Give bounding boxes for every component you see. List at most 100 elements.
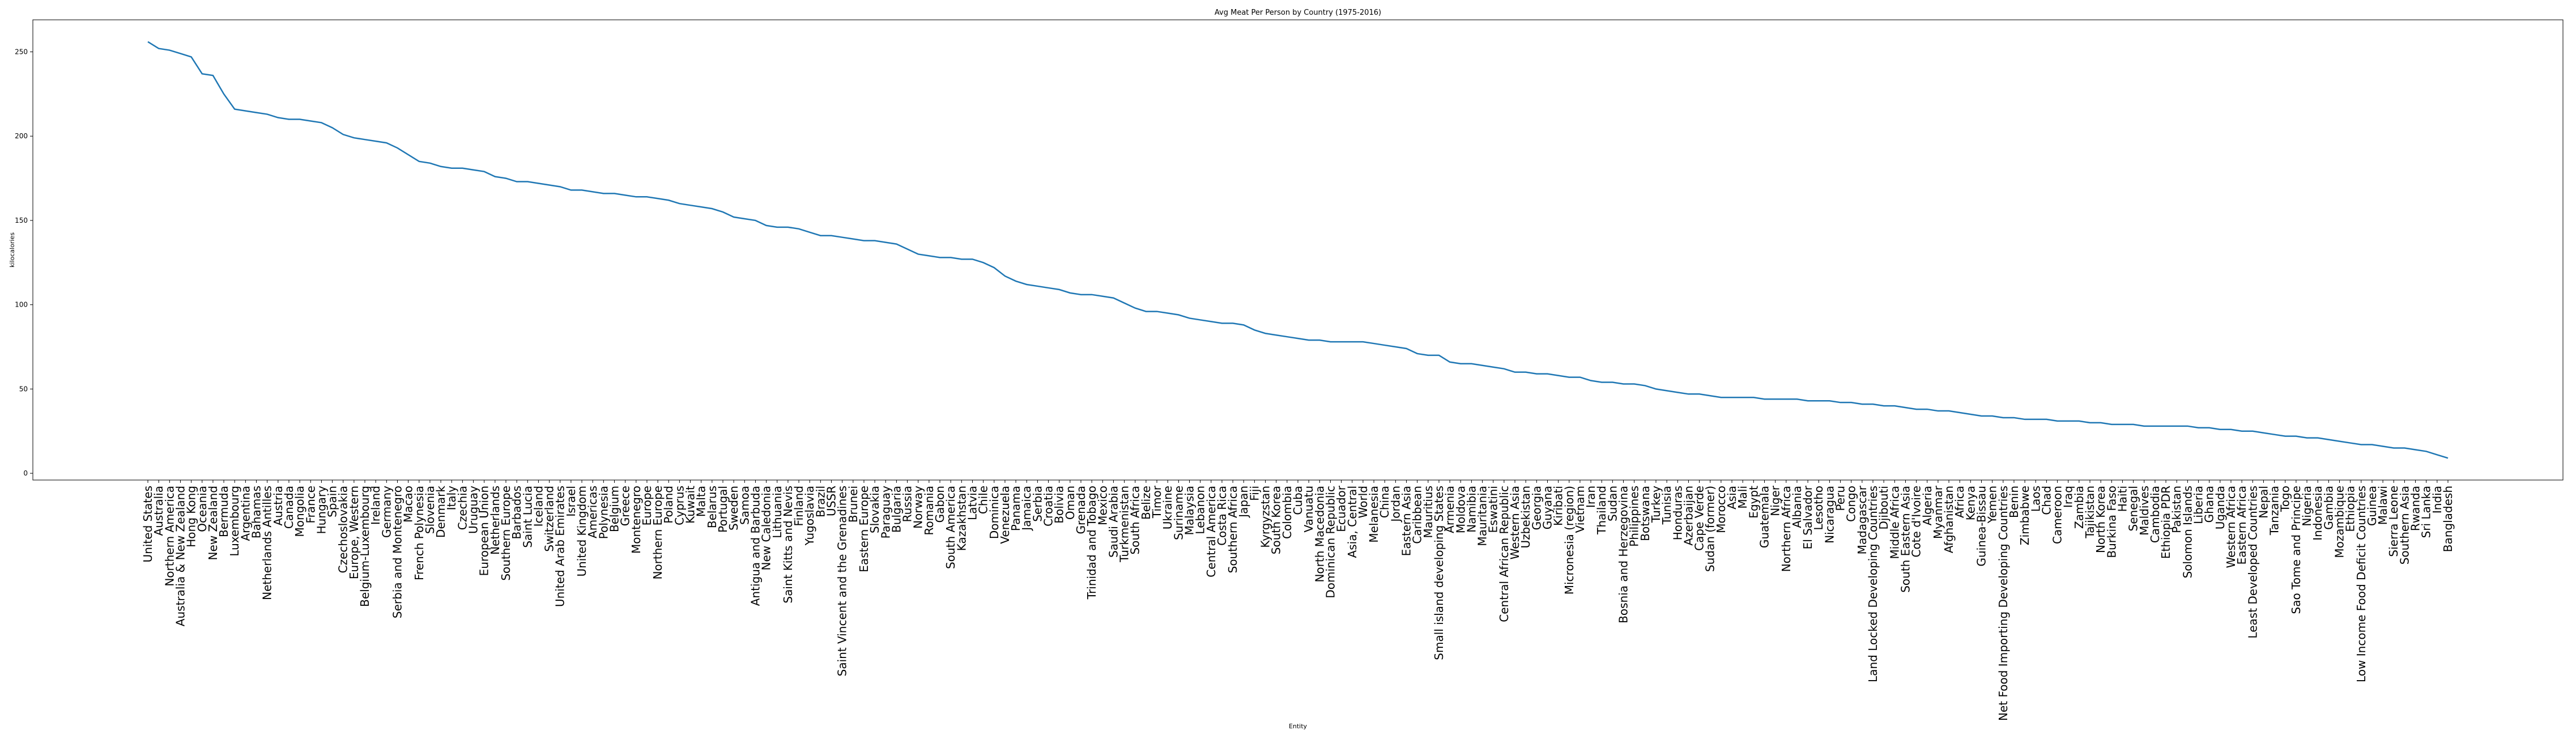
y-tick-label: 250 xyxy=(15,48,28,56)
x-tick-label: Djibouti xyxy=(1877,486,1891,530)
x-tick-label: Serbia xyxy=(1031,486,1044,522)
x-tick-label: Cote d'Ivoire xyxy=(1910,486,1923,558)
x-tick-label: Egypt xyxy=(1747,486,1760,519)
x-tick-label: Armenia xyxy=(1443,486,1457,533)
x-tick-label: Costa Rica xyxy=(1215,486,1229,546)
x-tick-label: Australia xyxy=(152,486,165,536)
x-tick-label: Sao Tome and Principe xyxy=(2289,486,2303,614)
x-tick-label: Uruguay xyxy=(467,486,480,534)
x-tick-label: Laos xyxy=(2029,486,2042,512)
x-tick-label: Mauritania xyxy=(1476,486,1489,546)
x-tick-label: South Eastern Asia xyxy=(1898,486,1912,593)
x-tick-label: Croatia xyxy=(1042,486,1055,527)
x-tick-label: Pakistan xyxy=(2170,486,2183,533)
x-tick-label: Romania xyxy=(922,486,936,535)
x-tick-label: Montenegro xyxy=(629,486,643,554)
x-tick-label: Northern Africa xyxy=(1779,486,1793,572)
x-tick-label: Belgium xyxy=(607,486,621,532)
x-tick-label: Bermuda xyxy=(217,486,231,537)
x-tick-label: Ecuador xyxy=(1335,485,1348,532)
x-tick-label: El Salvador xyxy=(1801,485,1815,549)
x-tick-label: Low Income Food Deficit Countries xyxy=(2354,486,2368,682)
x-tick-label: South America xyxy=(944,486,957,569)
x-tick-label: Senegal xyxy=(2127,486,2140,532)
x-tick-label: Net Food Importing Developing Countries xyxy=(1996,486,2010,721)
x-tick-label: China xyxy=(1378,486,1391,518)
x-tick-label: Europe xyxy=(640,486,654,525)
x-tick-label: Bosnia and Herzegovina xyxy=(1617,486,1630,623)
x-tick-label: Kuwait xyxy=(684,486,697,524)
x-tick-label: Nicaragua xyxy=(1823,486,1836,544)
x-tick-label: World xyxy=(1356,486,1370,518)
x-tick-label: Niger xyxy=(1769,485,1782,516)
y-tick-label: 0 xyxy=(23,469,28,477)
x-tick-label: Jordan xyxy=(1389,486,1402,523)
x-tick-label: Azerbaijan xyxy=(1681,486,1695,546)
x-tick-label: Brunei xyxy=(846,486,860,523)
x-tick-label: Oman xyxy=(1063,486,1077,520)
x-tick-label: Paraguay xyxy=(879,486,892,539)
x-tick-label: French Polynesia xyxy=(412,486,426,580)
x-tick-label: Kiribati xyxy=(1552,486,1565,526)
x-tick-label: Kazakhstan xyxy=(955,486,968,551)
x-tick-label: Eswatini xyxy=(1487,486,1500,533)
x-tick-label: Hong Kong xyxy=(185,486,198,547)
x-tick-label: Saint Kitts and Nevis xyxy=(781,486,795,604)
x-tick-label: Mongolia xyxy=(293,486,306,537)
x-tick-label: Bolivia xyxy=(1053,486,1066,524)
x-tick-label: Greece xyxy=(619,486,632,526)
x-tick-label: Albania xyxy=(1790,486,1804,528)
x-tick-label: Belize xyxy=(1139,486,1153,520)
x-tick-label: Botswana xyxy=(1638,486,1652,541)
x-tick-label: Northern America xyxy=(163,486,176,587)
x-tick-label: Ukraine xyxy=(1161,486,1174,529)
x-tick-label: Mauritius xyxy=(1421,486,1435,538)
x-tick-label: Malta xyxy=(695,486,708,517)
x-tick-label: Europe, Western xyxy=(347,486,361,579)
x-tick-label: USSR xyxy=(825,486,838,516)
y-tick-label: 50 xyxy=(19,385,28,393)
x-tick-label: Vietnam xyxy=(1573,486,1587,533)
x-tick-label: Sweden xyxy=(727,486,740,530)
x-axis-label: Entity xyxy=(1289,723,1308,730)
x-tick-label: Saint Lucia xyxy=(521,486,534,548)
x-tick-label: Southern Europe xyxy=(499,486,513,581)
x-tick-label: Samoa xyxy=(738,486,751,525)
x-tick-label: Eastern Africa xyxy=(2235,486,2249,564)
x-tick-label: Eastern Europe xyxy=(857,486,871,572)
x-tick-label: European Union xyxy=(478,486,491,576)
x-tick-label: Sierra Leone xyxy=(2387,486,2400,557)
x-tick-label: Bangladesh xyxy=(2441,486,2455,552)
x-tick-label: Israel xyxy=(564,486,578,517)
x-tick-label: Luxembourg xyxy=(228,486,241,557)
x-tick-label: Cuba xyxy=(1291,486,1305,515)
x-tick-label: Saudi Arabia xyxy=(1106,486,1120,558)
x-tick-label: Spain xyxy=(326,486,339,517)
chart-title: Avg Meat Per Person by Country (1975-201… xyxy=(1215,9,1381,17)
x-tick-label: Lebanon xyxy=(1194,486,1207,534)
x-tick-label: Moldova xyxy=(1454,486,1467,533)
x-tick-label: India xyxy=(2430,486,2444,513)
x-tick-label: Vanuatu xyxy=(1302,486,1315,533)
x-tick-label: Czechoslovakia xyxy=(337,486,350,573)
x-tick-label: Russia xyxy=(901,486,914,522)
x-tick-label: Turkey xyxy=(1649,486,1663,523)
x-tick-label: Maldives xyxy=(2138,486,2151,536)
x-tick-label: Guinea-Bissau xyxy=(1975,486,1989,567)
x-tick-label: Trinidad and Tobago xyxy=(1085,486,1098,600)
x-tick-label: Afghanistan xyxy=(1942,486,1956,553)
x-tick-label: Haiti xyxy=(2115,486,2129,512)
x-tick-label: Sudan xyxy=(1606,486,1619,521)
x-tick-label: Argentina xyxy=(239,486,252,541)
x-tick-label: Tanzania xyxy=(2268,486,2281,536)
x-tick-label: North Macedonia xyxy=(1313,486,1326,583)
x-tick-label: Macao xyxy=(402,486,415,523)
x-tick-label: Denmark xyxy=(434,486,448,538)
x-tick-label: Melanesia xyxy=(1367,486,1381,543)
x-tick-label: Australia & New Zealand xyxy=(173,486,187,626)
x-tick-label: Netherlands xyxy=(488,486,502,555)
x-tick-label: Saint Vincent and the Grenadines xyxy=(836,486,849,676)
x-tick-label: Zambia xyxy=(2072,486,2086,529)
x-tick-label: Ghana xyxy=(2203,486,2216,523)
x-tick-label: Bahamas xyxy=(250,486,263,538)
